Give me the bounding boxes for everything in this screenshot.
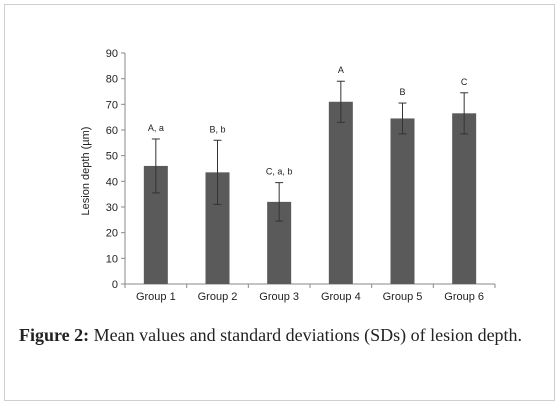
x-tick-label: Group 3 xyxy=(259,291,299,303)
significance-label: A xyxy=(338,65,344,75)
y-tick-label: 60 xyxy=(106,125,118,137)
y-tick-label: 50 xyxy=(106,151,118,163)
y-tick-label: 90 xyxy=(106,48,118,60)
x-tick-label: Group 4 xyxy=(321,291,361,303)
y-tick-label: 40 xyxy=(106,176,118,188)
figure-label: Figure 2: xyxy=(19,325,90,345)
y-tick-label: 80 xyxy=(106,74,118,86)
significance-label: C xyxy=(461,77,468,87)
significance-label: A, a xyxy=(148,123,164,133)
significance-label: B, b xyxy=(209,124,225,134)
x-tick-label: Group 5 xyxy=(383,291,423,303)
figure-frame: Lesion depth (µm) 0 10 20 30 40 50 60 70 80 90 A, … xyxy=(4,4,555,401)
bar-chart: Lesion depth (µm) 0 10 20 30 40 50 60 70 80 90 A, … xyxy=(80,48,496,303)
y-tick-label: 30 xyxy=(106,202,118,214)
bar xyxy=(390,118,415,284)
y-tick-label: 70 xyxy=(106,99,118,111)
y-tick-label: 0 xyxy=(112,279,118,291)
y-axis-label: Lesion depth (µm) xyxy=(80,127,92,216)
y-tick-label: 20 xyxy=(106,228,118,240)
bar xyxy=(452,113,477,284)
figure-caption: Figure 2: Mean values and standard devia… xyxy=(19,323,549,347)
y-tick-label: 10 xyxy=(106,253,118,265)
x-tick-label: Group 6 xyxy=(444,291,484,303)
x-tick-label: Group 1 xyxy=(136,291,176,303)
bar xyxy=(328,101,353,285)
significance-label: C, a, b xyxy=(266,167,293,177)
significance-label: B xyxy=(399,87,405,97)
x-tick-label: Group 2 xyxy=(198,291,238,303)
figure-caption-text: Mean values and standard deviations (SDs… xyxy=(93,325,523,345)
